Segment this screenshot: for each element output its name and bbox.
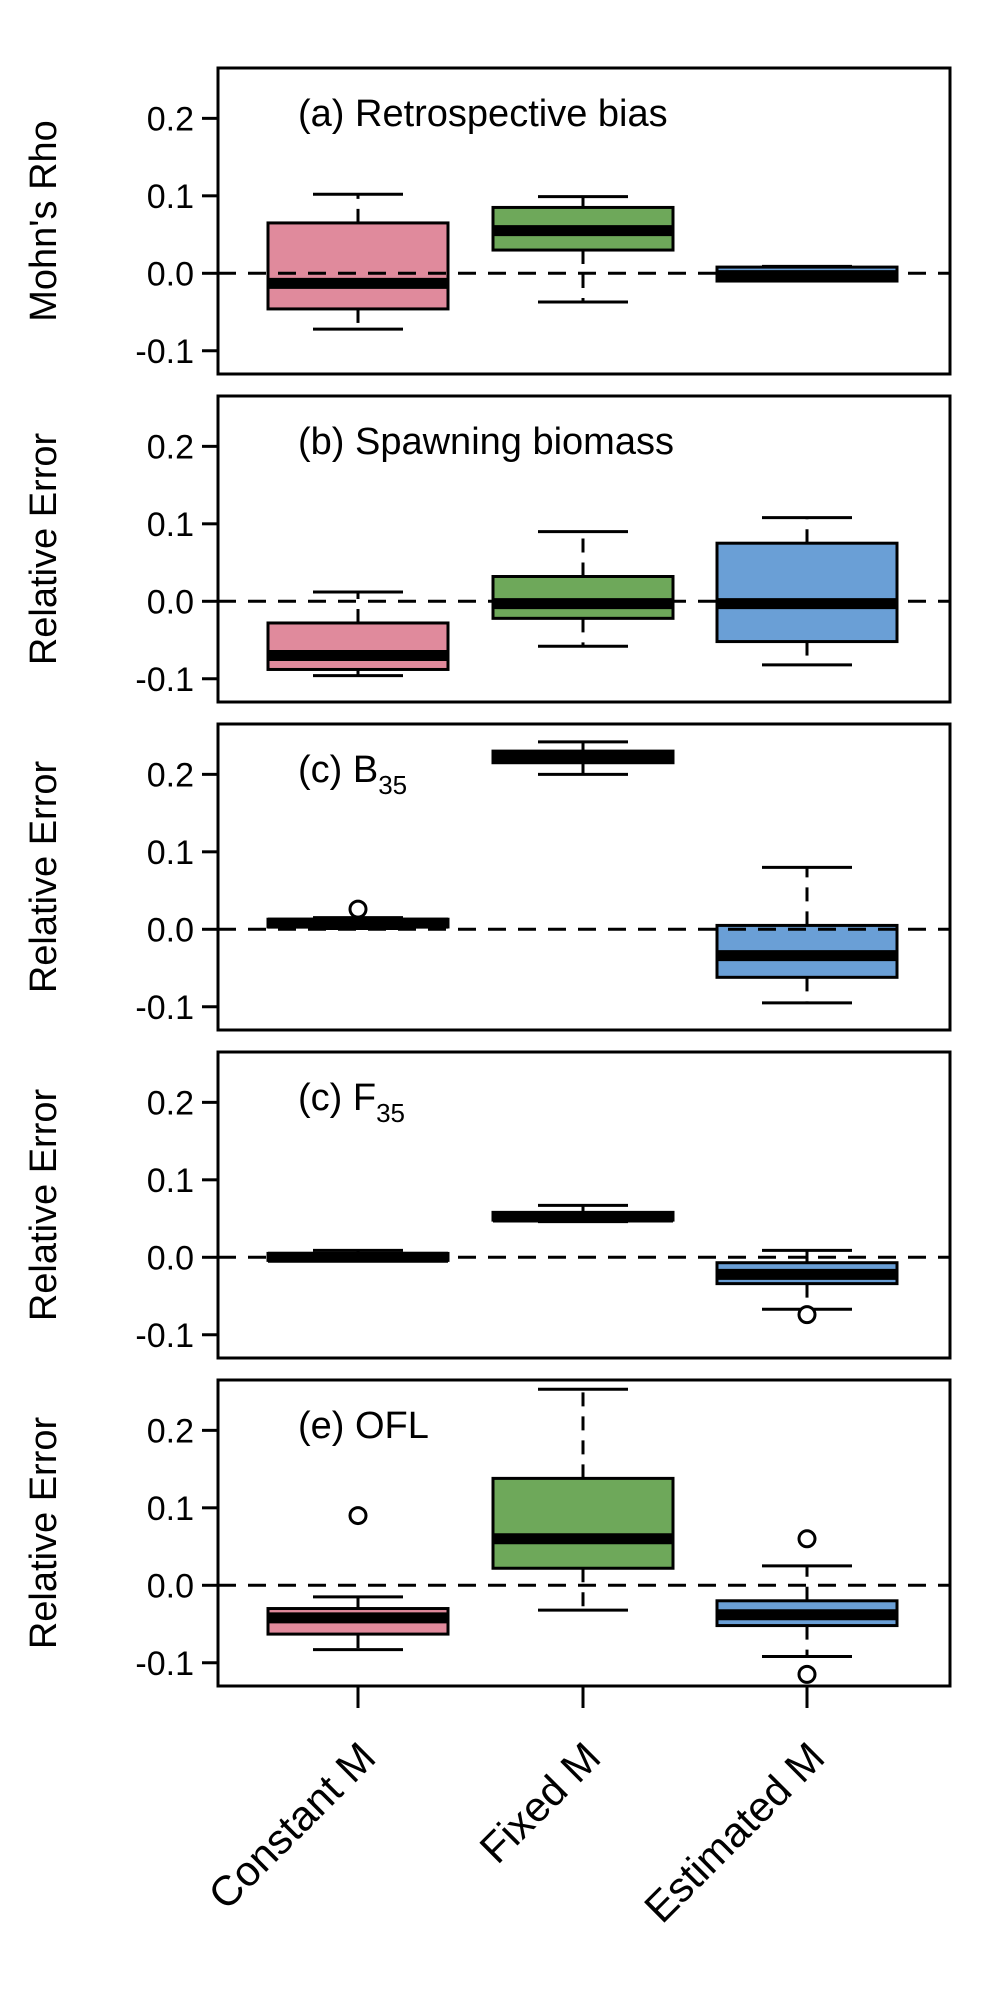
box-1 — [266, 590, 450, 678]
panel-5: -0.1 0.0 0.1 0.2 Relative Error (e) OFL — [23, 1378, 952, 1688]
panel-frame — [216, 1050, 952, 1360]
y-axis-title: Relative Error — [23, 1417, 65, 1650]
box-1 — [266, 899, 450, 931]
panel-title-subscript: 35 — [376, 1098, 405, 1128]
panel-title-text: (b) Spawning biomass — [298, 421, 674, 463]
box-3 — [715, 1529, 899, 1684]
outlier-point — [797, 1305, 817, 1325]
y-tick-label: 0.0 — [147, 911, 194, 949]
y-tick-label: 0.0 — [147, 1239, 194, 1277]
y-tick-label: 0.0 — [147, 583, 194, 621]
outlier-point — [348, 1506, 368, 1526]
box-body — [266, 221, 450, 311]
panel-frame — [216, 722, 952, 1032]
box-body — [715, 541, 899, 644]
x-category-label: Constant M — [199, 1733, 384, 1918]
outlier-point — [797, 1529, 817, 1549]
panel-title-text: (c) F — [298, 1077, 376, 1119]
y-axis-title: Relative Error — [23, 761, 65, 994]
panel-frame — [216, 394, 952, 704]
box-body — [491, 1476, 675, 1570]
y-tick-label: -0.1 — [135, 661, 194, 699]
panel-title-text: (a) Retrospective bias — [298, 93, 668, 135]
y-tick-label: -0.1 — [135, 989, 194, 1027]
box-3 — [715, 264, 899, 283]
panel-title: (e) OFL — [298, 1405, 429, 1447]
y-tick-label: -0.1 — [135, 333, 194, 371]
box-1 — [266, 1506, 450, 1652]
box-1 — [266, 192, 450, 331]
panel-title-subscript: 35 — [378, 770, 407, 800]
box-2 — [491, 1203, 675, 1224]
panel-3: -0.1 0.0 0.1 0.2 Relative Error (c) B35 — [23, 722, 952, 1032]
x-category-label: Estimated M — [635, 1733, 833, 1931]
panel-title-text: (e) OFL — [298, 1405, 429, 1447]
box-3 — [715, 865, 899, 1005]
y-tick-label: -0.1 — [135, 1645, 194, 1683]
y-tick-label: 0.1 — [147, 834, 194, 872]
box-2 — [491, 530, 675, 648]
box-body — [266, 621, 450, 671]
box-2 — [491, 195, 675, 304]
y-tick-label: 0.1 — [147, 1162, 194, 1200]
y-tick-label: 0.2 — [147, 1412, 194, 1450]
y-axis-title: Mohn's Rho — [23, 120, 65, 322]
box-3 — [715, 516, 899, 667]
y-axis-title: Relative Error — [23, 433, 65, 666]
y-tick-label: -0.1 — [135, 1317, 194, 1355]
box-body — [491, 575, 675, 620]
outlier-point — [797, 1664, 817, 1684]
panel-title: (c) B35 — [298, 749, 407, 800]
y-tick-label: 0.2 — [147, 100, 194, 138]
box-2 — [491, 1387, 675, 1612]
y-tick-label: 0.2 — [147, 1084, 194, 1122]
box-2 — [491, 740, 675, 776]
box-1 — [266, 1248, 450, 1263]
x-category-label: Fixed M — [471, 1733, 610, 1872]
panel-title-text: (c) B — [298, 749, 378, 791]
y-tick-label: 0.0 — [147, 255, 194, 293]
y-tick-label: 0.0 — [147, 1567, 194, 1605]
y-tick-label: 0.1 — [147, 1490, 194, 1528]
panel-4: -0.1 0.0 0.1 0.2 Relative Error (c) F35 — [23, 1050, 952, 1360]
y-tick-label: 0.1 — [147, 178, 194, 216]
panel-title: (c) F35 — [298, 1077, 405, 1128]
panel-frame — [216, 66, 952, 376]
y-axis-title: Relative Error — [23, 1089, 65, 1322]
panel-title: (a) Retrospective bias — [298, 93, 668, 135]
box-3 — [715, 1248, 899, 1325]
y-tick-label: 0.1 — [147, 506, 194, 544]
panel-2: -0.1 0.0 0.1 0.2 Relative Error (b) Spawning … — [23, 394, 952, 704]
y-tick-label: 0.2 — [147, 428, 194, 466]
panel-title: (b) Spawning biomass — [298, 421, 674, 463]
outlier-point — [348, 899, 368, 919]
panel-1: -0.1 0.0 0.1 0.2 Mohn's Rho (a) Retrospective… — [23, 66, 952, 376]
y-tick-label: 0.2 — [147, 756, 194, 794]
